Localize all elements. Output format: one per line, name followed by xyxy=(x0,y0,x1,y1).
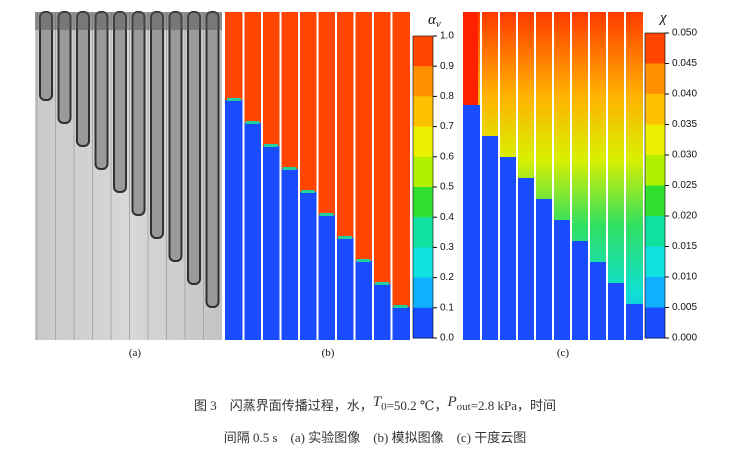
vapor-column xyxy=(187,11,201,285)
simulation-image xyxy=(225,12,410,340)
colorbar-label: 0.1 xyxy=(440,302,454,313)
liquid xyxy=(607,283,625,340)
liquid xyxy=(280,169,299,340)
colorbar-label: 0.6 xyxy=(440,151,454,162)
liquid xyxy=(299,192,318,340)
red-top xyxy=(463,12,478,105)
vapor-column xyxy=(205,11,220,308)
liquid xyxy=(463,105,481,340)
interface xyxy=(301,190,315,193)
colorbar-band xyxy=(645,246,665,278)
colorbar-label: 0.000 xyxy=(672,333,697,344)
dark-top xyxy=(35,12,222,30)
colorbar-label: 0.025 xyxy=(672,180,697,191)
caption-line: 间隔 0.5 s (a) 实验图像 (b) 模拟图像 (c) 干度云图 xyxy=(224,430,527,445)
interface xyxy=(245,121,260,124)
liquid xyxy=(354,261,373,340)
liquid xyxy=(317,215,336,340)
colorbar-label: 0.035 xyxy=(672,119,697,130)
colorbar-band xyxy=(413,66,433,97)
interface xyxy=(264,144,278,147)
colorbar-band xyxy=(645,33,665,64)
panel-label: (a) xyxy=(129,347,142,359)
colorbar-label: 0.2 xyxy=(440,272,454,283)
colorbar-band xyxy=(645,124,665,156)
liquid xyxy=(391,307,410,340)
colorbar-band xyxy=(413,217,433,248)
colorbar-label: 0.045 xyxy=(672,58,697,69)
colorbar-band xyxy=(413,156,433,188)
colorbar-band xyxy=(413,277,433,309)
liquid xyxy=(571,241,589,340)
colorbar-band xyxy=(413,36,433,67)
colorbar-band xyxy=(645,307,665,339)
panel-label: (c) xyxy=(557,347,570,359)
colorbar-label: 1.0 xyxy=(440,31,454,42)
colorbar-label: 0.040 xyxy=(672,89,697,100)
interface xyxy=(393,305,408,308)
liquid xyxy=(517,178,535,340)
experiment-photo xyxy=(35,11,222,340)
liquid xyxy=(535,199,553,340)
colorbar-band xyxy=(645,63,665,95)
liquid xyxy=(262,146,281,340)
liquid xyxy=(553,220,571,340)
colorbar-label: 0.050 xyxy=(672,28,697,39)
interface xyxy=(319,213,334,216)
vapor-column xyxy=(150,11,164,239)
colorbar-label: 0.9 xyxy=(440,61,454,72)
colorbar-band xyxy=(413,96,433,128)
interface xyxy=(338,236,352,239)
colorbar-frame xyxy=(644,32,666,339)
panel-label: (b) xyxy=(322,347,335,359)
colorbar-band xyxy=(413,307,433,339)
vapor-column xyxy=(131,11,146,216)
colorbar-band xyxy=(413,126,433,158)
colorbar-band xyxy=(413,247,433,279)
vapor-column xyxy=(76,11,90,147)
colorbar-label: 0.020 xyxy=(672,211,697,222)
colorbar-band xyxy=(645,277,665,308)
colorbar-label: 0.010 xyxy=(672,272,697,283)
colorbar-band xyxy=(645,185,665,217)
liquid xyxy=(243,123,262,340)
vapor-column xyxy=(113,11,127,193)
caption-line: 图 3 闪蒸界面传播过程，水，T0=50.2 ℃，Pout=2.8 kPa，时间 xyxy=(194,394,556,413)
liquid xyxy=(625,304,643,340)
colorbar-frame xyxy=(412,35,434,339)
colorbar-band xyxy=(645,94,665,125)
liquid xyxy=(589,262,607,340)
colorbar-label: 0.0 xyxy=(440,333,454,344)
colorbar-label: 0.7 xyxy=(440,121,454,132)
interface xyxy=(282,167,297,170)
colorbar-label: 0.4 xyxy=(440,212,454,223)
interface xyxy=(375,282,389,285)
liquid xyxy=(499,157,517,340)
colorbar-label: 0.5 xyxy=(440,182,454,193)
colorbar-label: 0.005 xyxy=(672,302,697,313)
colorbar-label: 0.030 xyxy=(672,150,697,161)
colorbar-band xyxy=(413,187,433,218)
colorbar-band xyxy=(645,216,665,247)
colorbar-title: αv xyxy=(428,12,441,30)
liquid xyxy=(481,136,499,340)
colorbar-label: 0.3 xyxy=(440,242,454,253)
colorbar-label: 0.015 xyxy=(672,241,697,252)
liquid xyxy=(225,100,244,340)
colorbar-band xyxy=(645,155,665,186)
vapor-column xyxy=(94,11,109,170)
liquid xyxy=(336,238,355,340)
colorbar-title: χ xyxy=(658,10,667,26)
interface xyxy=(227,98,241,101)
liquid xyxy=(373,284,392,340)
colorbar-label: 0.8 xyxy=(440,91,454,102)
vapor-column xyxy=(168,11,183,262)
dryness-contour xyxy=(463,12,643,340)
interface xyxy=(356,259,371,262)
